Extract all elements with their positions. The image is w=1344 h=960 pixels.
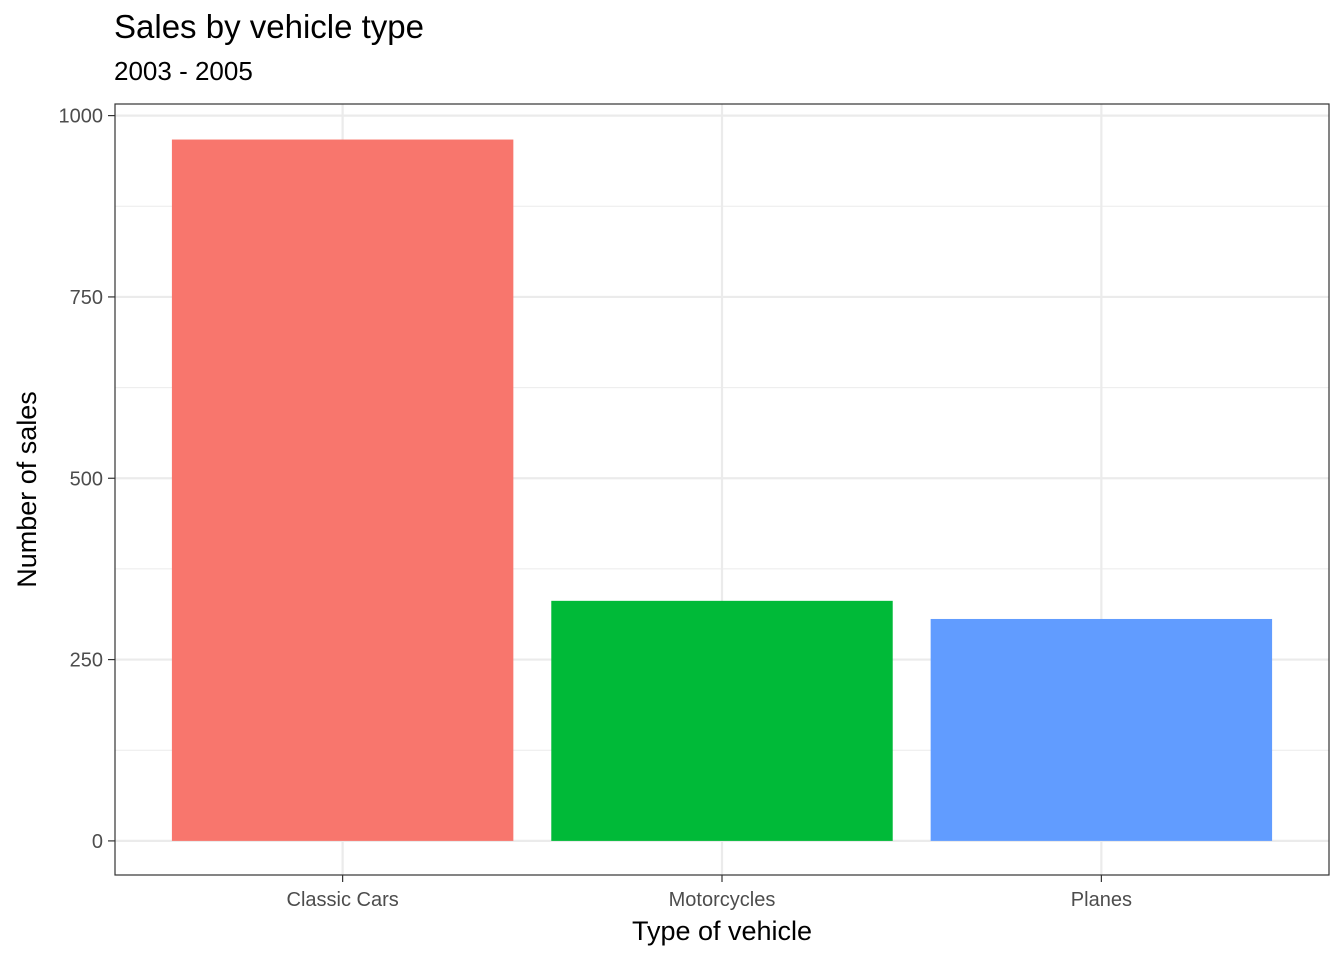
bars (171, 139, 1273, 841)
x-tick-label: Planes (1071, 889, 1132, 911)
y-tick-label: 0 (92, 831, 103, 853)
bar-planes (930, 618, 1273, 841)
chart-title: Sales by vehicle type (114, 8, 425, 45)
bar-classic-cars (171, 139, 514, 841)
y-tick-label: 500 (70, 468, 103, 490)
x-axis: Classic Cars Motorcycles Planes (287, 875, 1132, 911)
bar-motorcycles (551, 600, 893, 841)
y-tick-label: 750 (70, 287, 103, 309)
chart-subtitle: 2003 - 2005 (114, 56, 253, 86)
x-axis-title: Type of vehicle (632, 916, 812, 946)
x-tick-label: Classic Cars (287, 889, 399, 911)
y-tick-label: 250 (70, 650, 103, 672)
y-axis-title: Number of sales (12, 391, 42, 588)
y-axis: 0 250 500 750 1000 (59, 106, 115, 853)
y-tick-label: 1000 (59, 106, 104, 128)
x-tick-label: Motorcycles (669, 889, 776, 911)
